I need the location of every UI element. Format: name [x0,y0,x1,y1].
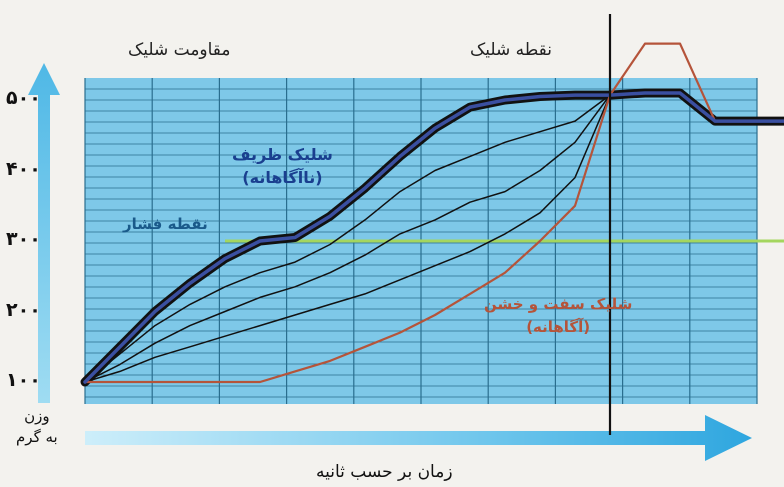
y-axis-label: وزن به گرم [16,406,58,448]
annotation-pressure-point: نقطه فشار [123,215,208,233]
x-axis-arrow [85,415,752,461]
soft-shot-title: شلیک ظریف [232,145,333,164]
annotation-soft-shot: شلیک ظریف (ناآگاهانه) [232,143,333,189]
y-tick-label: ۵۰۰ [6,87,41,109]
series-line-hard [85,42,784,384]
annotation-hard-shot: شلیک سفت و خشن (آگاهانه) [484,293,632,339]
y-axis-arrow [28,63,60,403]
series-line-mid1 [84,94,611,383]
annotation-resistance: مقاومت شلیک [128,40,231,60]
annotation-shot-point: نقطه شلیک [470,40,553,60]
series-lines [80,14,784,435]
x-axis-label: زمان بر حسب ثانیه [316,462,453,482]
y-tick-label: ۳۰۰ [6,228,41,250]
y-axis-label-line-1: وزن [24,407,50,425]
series-line-mid3 [84,94,611,383]
hard-shot-title: شلیک سفت و خشن [484,295,633,313]
soft-shot-subtitle: (ناآگاهانه) [242,168,323,187]
y-tick-label: ۱۰۰ [6,369,41,391]
series-line-mid2 [84,94,611,383]
series-line-soft [83,91,784,384]
y-tick-label: ۴۰۰ [6,157,41,180]
hard-shot-subtitle: (آگاهانه) [526,318,591,336]
y-tick-label: ۲۰۰ [6,298,41,321]
y-axis-label-line-2: به گرم [16,428,58,446]
grid [84,78,758,404]
